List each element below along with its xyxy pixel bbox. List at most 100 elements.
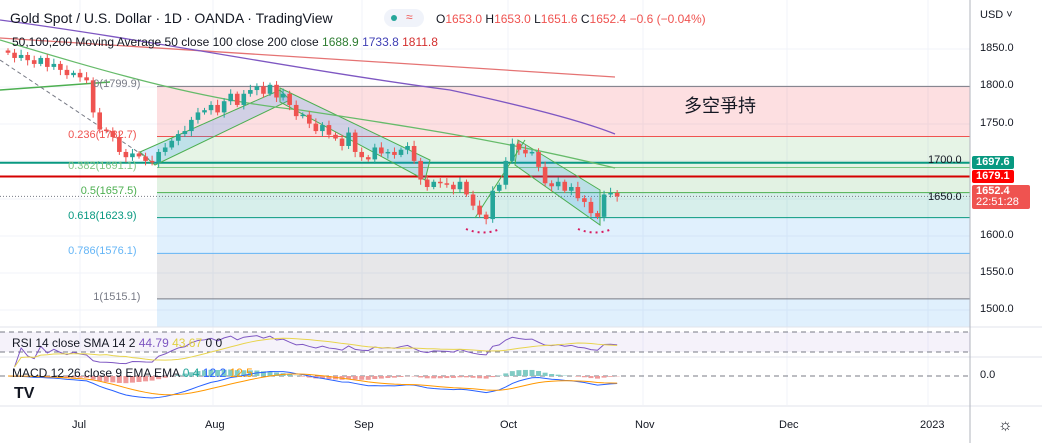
candle-body (31, 60, 37, 64)
candle-body (12, 52, 17, 58)
rsi-sma-line (14, 337, 618, 368)
candle-body (234, 93, 240, 105)
macd-histogram-bar (418, 376, 424, 378)
candle-body (149, 160, 155, 163)
candle-body (483, 214, 489, 220)
candle-body (516, 143, 522, 150)
trend-line (474, 139, 526, 219)
macd-histogram-bar (378, 376, 384, 379)
fib-label: 0.786(1576.1) (68, 245, 137, 258)
candle-body (601, 194, 607, 217)
market-status-badge[interactable]: ≈ (384, 9, 424, 27)
candle-body (143, 156, 148, 161)
candle-body (542, 166, 548, 184)
candle-body (293, 104, 299, 117)
ma-legend[interactable]: 50,100,200 Moving Average 50 close 100 c… (12, 35, 438, 49)
macd-histogram-bar (575, 376, 581, 377)
candle-body (411, 145, 417, 161)
candle-body (261, 86, 266, 94)
time-tick: 2023 (920, 419, 945, 431)
macd-histogram-bar (365, 376, 371, 380)
candle-body (608, 192, 613, 195)
candle-body (490, 190, 495, 220)
candle-body (287, 93, 292, 105)
candle-body (392, 151, 397, 155)
macd-histogram-bar (287, 374, 293, 376)
candle-body (575, 187, 581, 199)
macd-histogram-bar (116, 376, 122, 383)
fib-label: 0.618(1623.9) (68, 209, 137, 222)
macd-histogram-bar (431, 376, 437, 379)
candle-body (267, 84, 273, 94)
macd-histogram-bar (97, 376, 103, 382)
candle-body (320, 125, 325, 132)
candle-body (470, 194, 476, 206)
candle-body (90, 80, 96, 113)
fib-label: 1(1515.1) (93, 290, 141, 303)
time-tick: Oct (500, 419, 518, 431)
macd-legend[interactable]: MACD 12 26 close 9 EMA EMA 0.4 12.2 12.5 (12, 366, 253, 380)
time-tick: Sep (354, 419, 374, 431)
candle-body (438, 181, 443, 184)
currency-selector[interactable]: USD ˅ (980, 9, 1013, 21)
candle-body (202, 110, 207, 113)
candle-body (156, 151, 161, 163)
candle-body (418, 160, 423, 180)
candle-body (254, 86, 260, 91)
candle-body (58, 63, 63, 70)
price-tick: 1550.0 (980, 265, 1014, 278)
macd-histogram-bar (71, 376, 76, 378)
symbol-title[interactable]: Gold Spot / U.S. Dollar · 1D · OANDA · T… (10, 10, 333, 26)
candle-body (365, 157, 371, 160)
candle-body (162, 147, 168, 152)
macd-histogram-bar (241, 370, 247, 376)
macd-histogram-bar (529, 369, 535, 376)
rsi-legend[interactable]: RSI 14 close SMA 14 2 44.79 43.67 0 0 (12, 336, 223, 350)
macd-histogram-bar (267, 371, 273, 376)
candle-body (136, 153, 142, 157)
candle-body (221, 101, 227, 113)
candle-body (333, 134, 338, 139)
macd-histogram-bar (156, 376, 162, 380)
level-tag-1679: 1679.1 (972, 170, 1014, 183)
macd-histogram-bar (51, 376, 57, 377)
candle-body (189, 119, 194, 132)
candle-body (464, 181, 469, 195)
candle-body (398, 149, 404, 155)
candle-body (228, 93, 233, 102)
candle-body (503, 160, 509, 185)
price-tick: 1800.0 (980, 79, 1014, 92)
candle-body (496, 184, 502, 191)
macd-histogram-bar (247, 370, 253, 376)
candle-body (215, 104, 220, 113)
macd-histogram-bar (398, 376, 404, 377)
macd-histogram-bar (202, 370, 207, 376)
macd-histogram-bar (588, 376, 594, 379)
fib-label: 0(1799.9) (93, 78, 141, 91)
fib-label: 0.5(1657.5) (80, 184, 137, 197)
candle-body (195, 112, 201, 120)
macd-histogram-bar (274, 372, 280, 376)
macd-histogram-bar (149, 376, 155, 381)
settings-gear-icon[interactable]: ☼ (998, 417, 1013, 434)
market-open-dot-icon (391, 15, 397, 21)
macd-histogram-bar (595, 376, 600, 379)
annotation-text[interactable]: 多空爭持 (684, 96, 756, 116)
candle-body (25, 54, 30, 61)
macd-histogram-bar (450, 376, 456, 378)
candle-body (595, 213, 600, 217)
candle-body (588, 201, 594, 214)
time-tick: Nov (635, 419, 655, 431)
tradingview-logo-icon[interactable]: TV (14, 385, 35, 402)
macd-histogram-bar (90, 376, 96, 380)
macd-line (7, 371, 618, 399)
candle-body (51, 63, 57, 67)
fib-zone (157, 217, 970, 254)
candle-body (339, 138, 345, 146)
candle-body (372, 147, 378, 160)
macd-histogram-bar (162, 376, 168, 378)
macd-histogram-bar (424, 376, 430, 379)
price-tick: 1750.0 (980, 116, 1014, 129)
double-bottom-mark (577, 228, 613, 234)
